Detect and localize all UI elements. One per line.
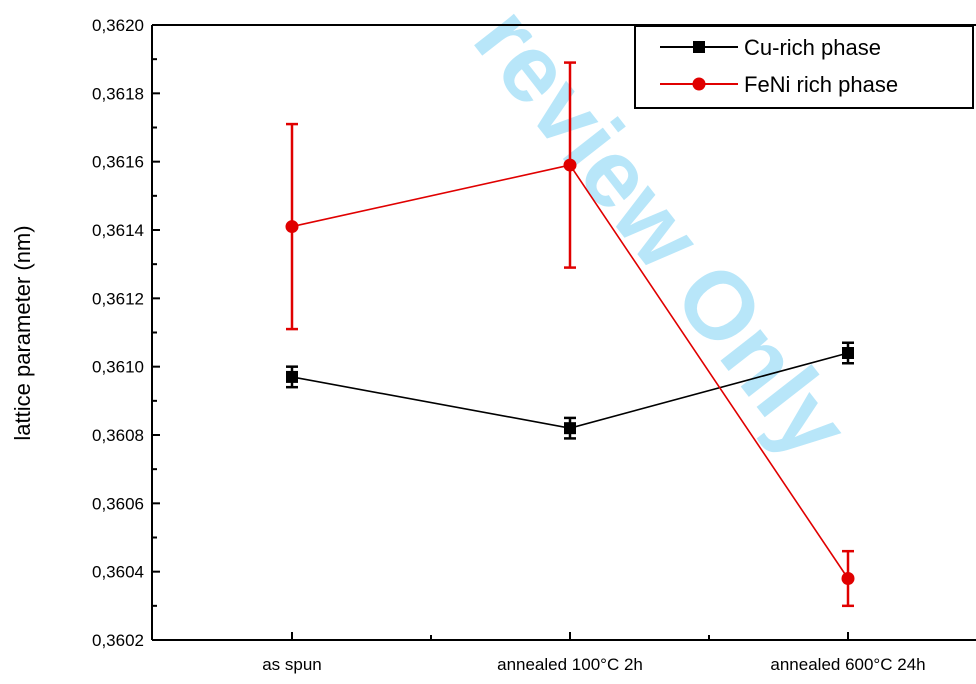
data-point <box>563 158 577 172</box>
series-feni-rich <box>285 61 855 608</box>
y-tick-label: 0,3610 <box>92 358 144 377</box>
legend: Cu-rich phase FeNi rich phase <box>634 25 974 109</box>
y-tick-label: 0,3614 <box>92 221 144 240</box>
data-point <box>842 347 854 359</box>
y-tick-label: 0,3612 <box>92 289 144 308</box>
x-tick-label: annealed 600°C 24h <box>770 655 925 674</box>
y-tick-label: 0,3602 <box>92 631 144 650</box>
y-tick-label: 0,3620 <box>92 16 144 35</box>
x-tick-label: as spun <box>262 655 322 674</box>
data-point <box>564 422 576 435</box>
y-tick-label: 0,3616 <box>92 153 144 172</box>
data-point <box>286 370 298 383</box>
y-axis-label: lattice parameter (nm) <box>10 225 35 440</box>
y-tick-label: 0,3618 <box>92 84 144 103</box>
y-tick-label: 0,3608 <box>92 426 144 445</box>
legend-marker <box>692 77 706 91</box>
series-layer <box>285 61 855 608</box>
data-point <box>841 572 855 585</box>
legend-label: Cu-rich phase <box>744 35 881 60</box>
axes: 0,3602 0,3604 0,3606 0,3608 0,3610 0,3612 0,36… <box>92 16 976 674</box>
legend-marker <box>693 41 705 53</box>
legend-box <box>634 25 974 109</box>
y-tick-label: 0,3606 <box>92 494 144 513</box>
series-cu-rich <box>286 341 854 440</box>
x-tick-label: annealed 100°C 2h <box>497 655 643 674</box>
y-tick-label: 0,3604 <box>92 563 144 582</box>
data-point <box>285 220 299 234</box>
legend-label: FeNi rich phase <box>744 72 898 97</box>
